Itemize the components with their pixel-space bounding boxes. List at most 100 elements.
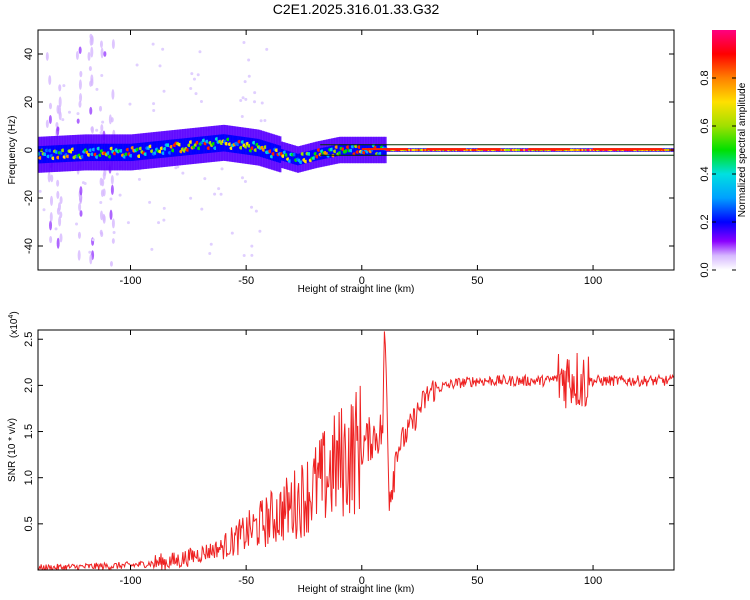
heatmap-noise-cell (126, 221, 130, 225)
heatmap-band-cell (230, 135, 233, 153)
heatmap-band-cell (127, 143, 130, 162)
heatmap-noise-cell (208, 252, 212, 256)
heatmap-band-cell (165, 140, 169, 158)
x-tick-label: 50 (471, 575, 483, 587)
heatmap-noise-cell (247, 74, 251, 78)
heatmap-band-cell (216, 134, 219, 153)
heatmap-band-cell (186, 137, 190, 156)
heatmap-noise-cell (99, 131, 103, 135)
y-tick-label: -20 (23, 190, 35, 206)
heatmap-noise-cell (253, 91, 257, 95)
heatmap-band-cell (303, 152, 306, 164)
heatmap-band-cell (169, 139, 172, 158)
heatmap-x-ticks: -100 -50 0 50 100 (119, 30, 602, 287)
heatmap-noise-cell (111, 89, 115, 100)
heatmap-band-cell (329, 146, 332, 158)
heatmap-band-cell (264, 141, 267, 159)
heatmap-noise-cell (239, 99, 243, 103)
heatmap-noise-cell (162, 218, 166, 222)
heatmap-noise-cell (61, 118, 65, 122)
x-tick-label: -50 (238, 275, 254, 287)
heatmap-noise-cell (50, 195, 54, 206)
snr-x-axis-label: Height of straight line (km) (298, 584, 415, 595)
heatmap-band-cell (292, 152, 295, 164)
heatmap-noise-cell (250, 253, 254, 257)
heatmap-noise-cell (79, 93, 83, 103)
heatmap-noise-cell (100, 124, 104, 132)
heatmap-band-cell (207, 135, 211, 153)
heatmap-band-cell (109, 143, 112, 162)
heatmap-noise-cell (247, 58, 251, 62)
heatmap-band-cell (55, 145, 59, 163)
heatmap-noise-cell (48, 102, 52, 110)
snr-frame (37, 329, 675, 571)
snr-panel: -100 -50 0 50 100 0.5 1.0 1.5 2.0 2.5 Height of … (7, 311, 675, 595)
heatmap-band-cell (49, 145, 52, 163)
heatmap-band-cell (175, 139, 178, 157)
colorbar-tick-label: 0.4 (699, 166, 711, 181)
heatmap-noise-cell (200, 207, 204, 211)
heatmap-band-cell (68, 144, 71, 162)
heatmap-noise-cell (58, 96, 62, 108)
heatmap-band-cell (253, 138, 256, 156)
heatmap-band-cell (337, 144, 340, 156)
heatmap-band-cell (148, 141, 151, 160)
heatmap-band-cell (167, 139, 170, 158)
heatmap-band-cell (89, 143, 93, 162)
heatmap-band-cell (301, 152, 305, 165)
heatmap-noise-cell (45, 51, 49, 61)
heatmap-band-cell (52, 145, 55, 163)
snr-multiplier: (x104) (8, 311, 20, 338)
heatmap-noise-cell (112, 230, 116, 234)
snr-multiplier-exponent: 4 (8, 315, 15, 319)
heatmap-noise-cell (250, 205, 254, 209)
heatmap-noise-cell (244, 97, 248, 101)
heatmap-noise-cell (100, 47, 104, 59)
heatmap-band-cell (250, 137, 253, 156)
heatmap-noise-cell (48, 75, 52, 86)
heatmap-noise-cell (79, 193, 83, 205)
heatmap-noise-cell (151, 42, 155, 46)
heatmap-band-cell (125, 143, 128, 162)
heatmap-peak-segment (477, 148, 501, 151)
heatmap-band-cell (122, 143, 125, 162)
colorbar-ticks: 0.0 0.2 0.4 0.6 0.8 (699, 70, 736, 278)
heatmap-band-cell (94, 143, 97, 162)
heatmap-band-cell (271, 143, 274, 161)
heatmap-noise-cell (109, 197, 113, 201)
x-tick-label: -100 (119, 275, 141, 287)
heatmap-noise-cell (47, 171, 51, 183)
heatmap-noise-cell (56, 104, 60, 114)
colorbar-tick-label: 0.0 (699, 262, 711, 277)
heatmap-band-cell (240, 136, 243, 154)
heatmap-band-cell (91, 143, 94, 162)
heatmap-noise-cell (157, 221, 161, 225)
heatmap-noise-cell (260, 101, 264, 105)
heatmap-noise-cell (58, 84, 62, 92)
heatmap-noise-cell (263, 118, 267, 122)
heatmap-marks (38, 33, 674, 267)
x-tick-label: -100 (119, 575, 141, 587)
heatmap-band-cell (47, 145, 50, 163)
heatmap-band-cell (355, 144, 358, 156)
heatmap-band-cell (46, 145, 49, 164)
heatmap-band-cell (293, 152, 296, 165)
heatmap-band-cell (71, 144, 75, 162)
heatmap-noise-cell (103, 51, 107, 57)
heatmap-band-cell (358, 144, 361, 156)
heatmap-noise-cell (48, 114, 52, 124)
heatmap-noise-cell (259, 119, 263, 123)
heatmap-peak-segment (426, 148, 466, 151)
heatmap-noise-cell (189, 196, 193, 200)
heatmap-noise-cell (199, 99, 203, 103)
heatmap-noise-cell (78, 100, 82, 108)
snr-y-axis-label: SNR (10 * v/v) (7, 418, 18, 482)
heatmap-panel: -100 -50 0 50 100 -40 -20 0 20 40 Height of stra… (7, 29, 675, 295)
heatmap-noise-cell (99, 200, 103, 204)
heatmap-noise-cell (89, 106, 93, 115)
heatmap-noise-cell (219, 192, 223, 196)
heatmap-band-cell (96, 143, 99, 162)
heatmap-band-cell (93, 143, 96, 162)
heatmap-band-cell (313, 149, 316, 162)
